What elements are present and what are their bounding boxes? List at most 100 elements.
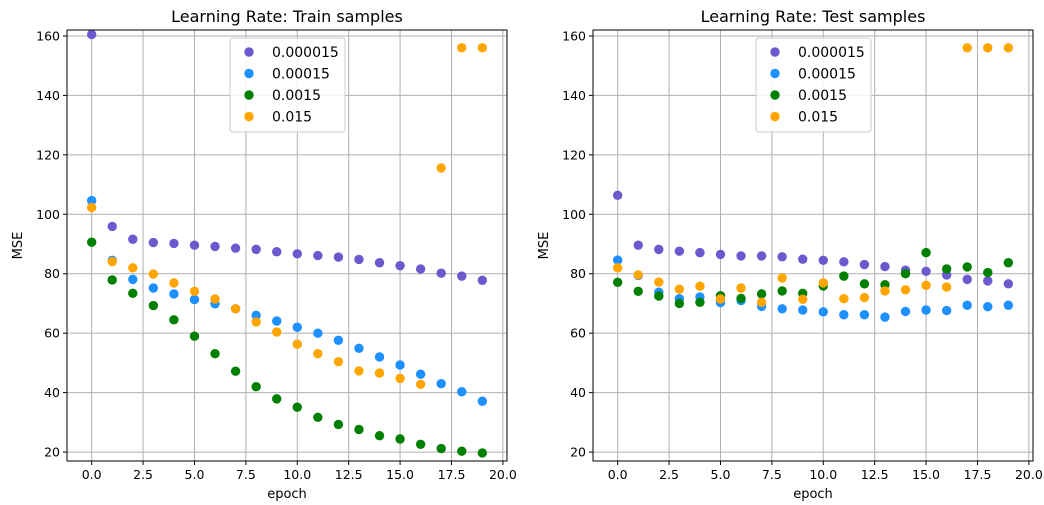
data-point <box>477 43 488 53</box>
data-point <box>818 278 828 288</box>
data-point <box>251 310 261 321</box>
legend-marker <box>244 90 254 100</box>
data-point <box>354 424 364 435</box>
legend-label: 0.0015 <box>798 88 847 104</box>
legend-label: 0.0015 <box>272 88 321 104</box>
legend-label: 0.015 <box>798 110 838 126</box>
data-point <box>272 316 282 326</box>
data-point <box>859 259 870 270</box>
data-point <box>210 348 220 359</box>
legend-label: 0.015 <box>272 110 312 126</box>
data-point <box>292 402 302 412</box>
data-point <box>900 306 911 317</box>
data-point <box>292 249 302 259</box>
x-tick-label: 2.5 <box>133 467 153 482</box>
data-point <box>900 285 911 295</box>
x-tick-label: 5.0 <box>185 467 205 482</box>
data-point <box>169 289 179 299</box>
y-tick-label: 20 <box>44 445 60 460</box>
data-point <box>395 373 405 384</box>
legend-marker <box>770 47 780 57</box>
data-point <box>921 266 931 277</box>
x-tick-label: 5.0 <box>711 467 731 482</box>
y-tick-label: 40 <box>44 385 60 400</box>
data-point <box>436 268 446 278</box>
data-point <box>736 283 746 293</box>
data-point <box>436 379 446 389</box>
data-point <box>777 273 787 283</box>
data-point <box>107 256 117 267</box>
x-tick-label: 12.5 <box>861 467 889 482</box>
data-point <box>839 257 849 267</box>
data-point <box>313 328 323 338</box>
data-point <box>395 360 405 370</box>
data-point <box>415 369 426 379</box>
data-point <box>436 443 446 454</box>
data-point <box>921 247 931 258</box>
legend-marker <box>244 111 254 122</box>
data-point <box>1003 43 1014 53</box>
data-point <box>128 288 138 299</box>
data-point <box>880 286 890 296</box>
data-point <box>272 247 282 257</box>
data-point <box>107 275 117 285</box>
y-tick-label: 20 <box>570 445 586 460</box>
data-point <box>818 307 828 317</box>
data-point <box>921 280 931 291</box>
data-point <box>654 244 664 255</box>
data-point <box>962 300 972 310</box>
data-point <box>921 305 931 315</box>
data-point <box>415 264 426 274</box>
data-point <box>457 387 467 397</box>
data-point <box>1003 258 1014 268</box>
data-point <box>674 284 685 294</box>
data-point <box>313 348 323 359</box>
data-point <box>736 251 746 261</box>
data-point <box>230 366 241 376</box>
data-point <box>86 29 97 40</box>
data-point <box>457 43 467 53</box>
data-point <box>313 250 323 261</box>
legend: 0.000015 0.00015 0.0015 0.015 <box>229 37 346 133</box>
data-point <box>983 276 993 286</box>
data-point <box>798 254 808 264</box>
data-point <box>415 379 426 390</box>
x-axis-label: epoch <box>267 487 307 502</box>
data-point <box>839 271 849 281</box>
data-point <box>148 283 159 293</box>
data-point <box>86 237 97 247</box>
x-tick-label: 20.0 <box>1015 467 1043 482</box>
data-point <box>457 446 467 456</box>
data-point <box>148 269 159 279</box>
data-point <box>374 368 385 378</box>
data-point <box>859 310 870 320</box>
data-point <box>354 366 364 376</box>
data-point <box>756 251 767 261</box>
y-tick-label: 80 <box>44 266 60 281</box>
plot-frame <box>66 29 508 462</box>
data-point <box>128 263 138 273</box>
plot-frame <box>592 29 1034 462</box>
data-point <box>354 254 364 265</box>
data-point <box>333 252 344 262</box>
data-point <box>880 261 890 272</box>
data-point <box>251 244 261 255</box>
data-point <box>230 304 241 314</box>
data-point <box>272 394 282 404</box>
data-point <box>374 258 385 268</box>
data-point <box>798 305 808 315</box>
data-point <box>962 43 972 53</box>
data-point <box>756 297 767 307</box>
data-point <box>695 281 705 291</box>
data-point <box>354 343 364 354</box>
y-axis-label: MSE <box>11 232 26 260</box>
y-tick-label: 80 <box>570 266 586 281</box>
data-point <box>230 243 241 253</box>
data-point <box>1003 279 1014 289</box>
data-point <box>395 434 405 444</box>
data-point <box>189 286 200 296</box>
data-point <box>962 262 972 272</box>
data-point <box>633 270 643 280</box>
data-point <box>674 298 685 309</box>
